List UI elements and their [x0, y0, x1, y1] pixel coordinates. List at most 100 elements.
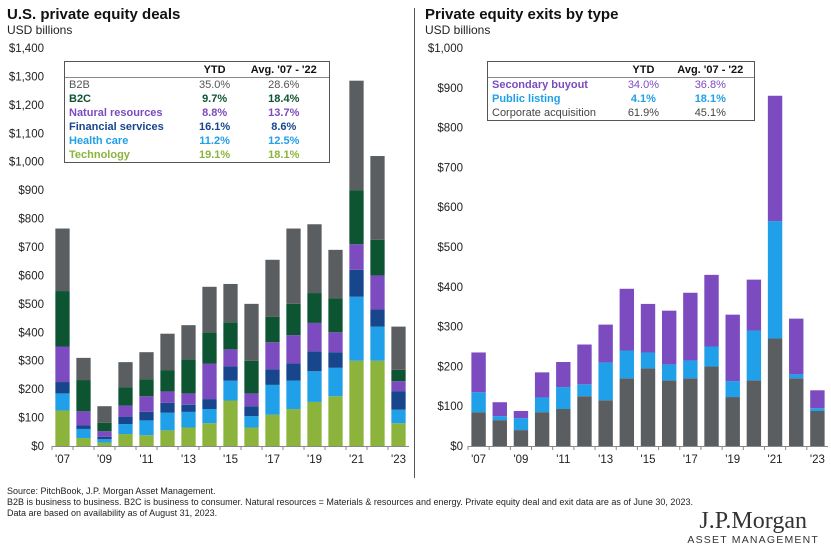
y-tick-label: $800	[18, 214, 44, 226]
bar-segment	[513, 418, 529, 431]
y-tick-label: $900	[437, 83, 463, 95]
bar-segment	[704, 346, 719, 367]
legend-header-avg: Avg. '07 - '22	[238, 62, 329, 78]
bar-segment	[471, 352, 486, 393]
bar-segment	[97, 439, 112, 443]
y-tick-label: $1,200	[9, 100, 44, 112]
legend-avg-value: 28.6%	[268, 79, 300, 91]
bar-segment	[556, 387, 571, 409]
bar-segment	[202, 286, 217, 333]
legend-avg-value: 18.1%	[268, 149, 300, 161]
x-tick-label: '17	[265, 454, 280, 466]
bar-segment	[181, 359, 196, 394]
bar-segment	[534, 397, 550, 413]
bar-segment	[55, 228, 70, 292]
bar-segment	[370, 156, 385, 240]
bar-segment	[181, 393, 196, 405]
bar-segment	[286, 303, 301, 336]
x-tick-label: '07	[55, 454, 70, 466]
bar-segment	[704, 366, 719, 446]
footnotes: Source: PitchBook, J.P. Morgan Asset Man…	[7, 486, 697, 519]
bar-segment	[160, 370, 175, 392]
legend-row: Health care 11.2% 12.5%	[65, 134, 329, 148]
bar-segment	[328, 249, 343, 299]
legend-row: Natural resources 8.8% 13.7%	[65, 106, 329, 120]
bar-segment	[746, 330, 762, 381]
bar-segment	[725, 381, 740, 398]
x-tick-label: '09	[97, 454, 112, 466]
bar-segment	[76, 357, 91, 381]
bar-segment	[76, 411, 91, 426]
bar-segment	[640, 368, 656, 446]
bar-segment	[534, 412, 550, 446]
bar-segment	[598, 324, 613, 363]
bar-segment	[471, 392, 486, 413]
y-tick-label: $1,100	[9, 128, 44, 140]
x-tick-label: '11	[139, 454, 153, 466]
bar-segment	[139, 352, 154, 380]
bar-segment	[789, 318, 804, 375]
bar-segment	[349, 80, 364, 191]
bar-segment	[76, 438, 91, 446]
bar-segment	[139, 379, 154, 397]
legend-header-ytd: YTD	[190, 62, 239, 78]
bar-segment	[181, 325, 196, 360]
bar-segment	[139, 420, 154, 436]
x-tick-label: '13	[181, 454, 196, 466]
bar-segment	[391, 381, 406, 392]
y-tick-label: $1,000	[9, 157, 44, 169]
right-chart-title: Private equity exits by type	[425, 6, 619, 23]
bar-segment	[767, 95, 783, 222]
y-tick-label: $1,400	[9, 43, 44, 55]
bar-segment	[598, 362, 613, 401]
bar-segment	[244, 427, 259, 446]
legend-label: Health care	[69, 135, 129, 147]
bar-segment	[76, 425, 91, 429]
bar-segment	[76, 428, 91, 439]
bar-segment	[181, 404, 196, 412]
legend-label: B2C	[69, 93, 92, 105]
bar-segment	[118, 387, 133, 406]
bar-segment	[286, 228, 301, 304]
bar-segment	[556, 362, 571, 388]
y-tick-label: $800	[437, 123, 463, 135]
bar-segment	[139, 435, 154, 446]
x-tick-label: '21	[349, 454, 364, 466]
bar-segment	[492, 416, 507, 421]
legend-ytd-value: 4.1%	[630, 93, 656, 105]
bar-segment	[349, 360, 364, 446]
legend-ytd-value: 61.9%	[627, 107, 660, 119]
y-tick-label: $200	[437, 361, 463, 373]
legend-avg-value: 12.5%	[268, 135, 300, 147]
bar-segment	[746, 279, 762, 331]
legend-row: Corporate acquisition 61.9% 45.1%	[488, 106, 754, 120]
bar-segment	[683, 360, 698, 379]
legend-ytd-value: 9.7%	[202, 93, 228, 105]
x-tick-label: '17	[683, 454, 698, 466]
x-tick-label: '23	[810, 454, 825, 466]
bar-segment	[810, 408, 825, 411]
bar-segment	[307, 224, 322, 294]
right-chart-subtitle: USD billions	[425, 23, 491, 37]
y-tick-label: $100	[437, 401, 463, 413]
bar-segment	[265, 414, 280, 446]
bar-segment	[767, 221, 783, 339]
bar-segment	[265, 384, 280, 415]
y-tick-label: $1,300	[9, 71, 44, 83]
bar-segment	[598, 400, 613, 446]
bar-segment	[55, 393, 70, 411]
bar-segment	[513, 410, 529, 419]
bar-segment	[286, 380, 301, 410]
x-tick-label: '07	[471, 454, 486, 466]
bar-segment	[286, 363, 301, 381]
legend-avg-value: 36.8%	[694, 79, 726, 91]
bar-segment	[534, 372, 550, 398]
bar-segment	[746, 380, 762, 446]
bar-segment	[202, 409, 217, 424]
bar-segment	[223, 400, 238, 446]
legend-avg-value: 8.6%	[271, 121, 297, 133]
bar-segment	[577, 384, 592, 397]
bar-segment	[391, 423, 406, 446]
bar-segment	[370, 326, 385, 361]
legend-ytd-value: 19.1%	[199, 149, 231, 161]
